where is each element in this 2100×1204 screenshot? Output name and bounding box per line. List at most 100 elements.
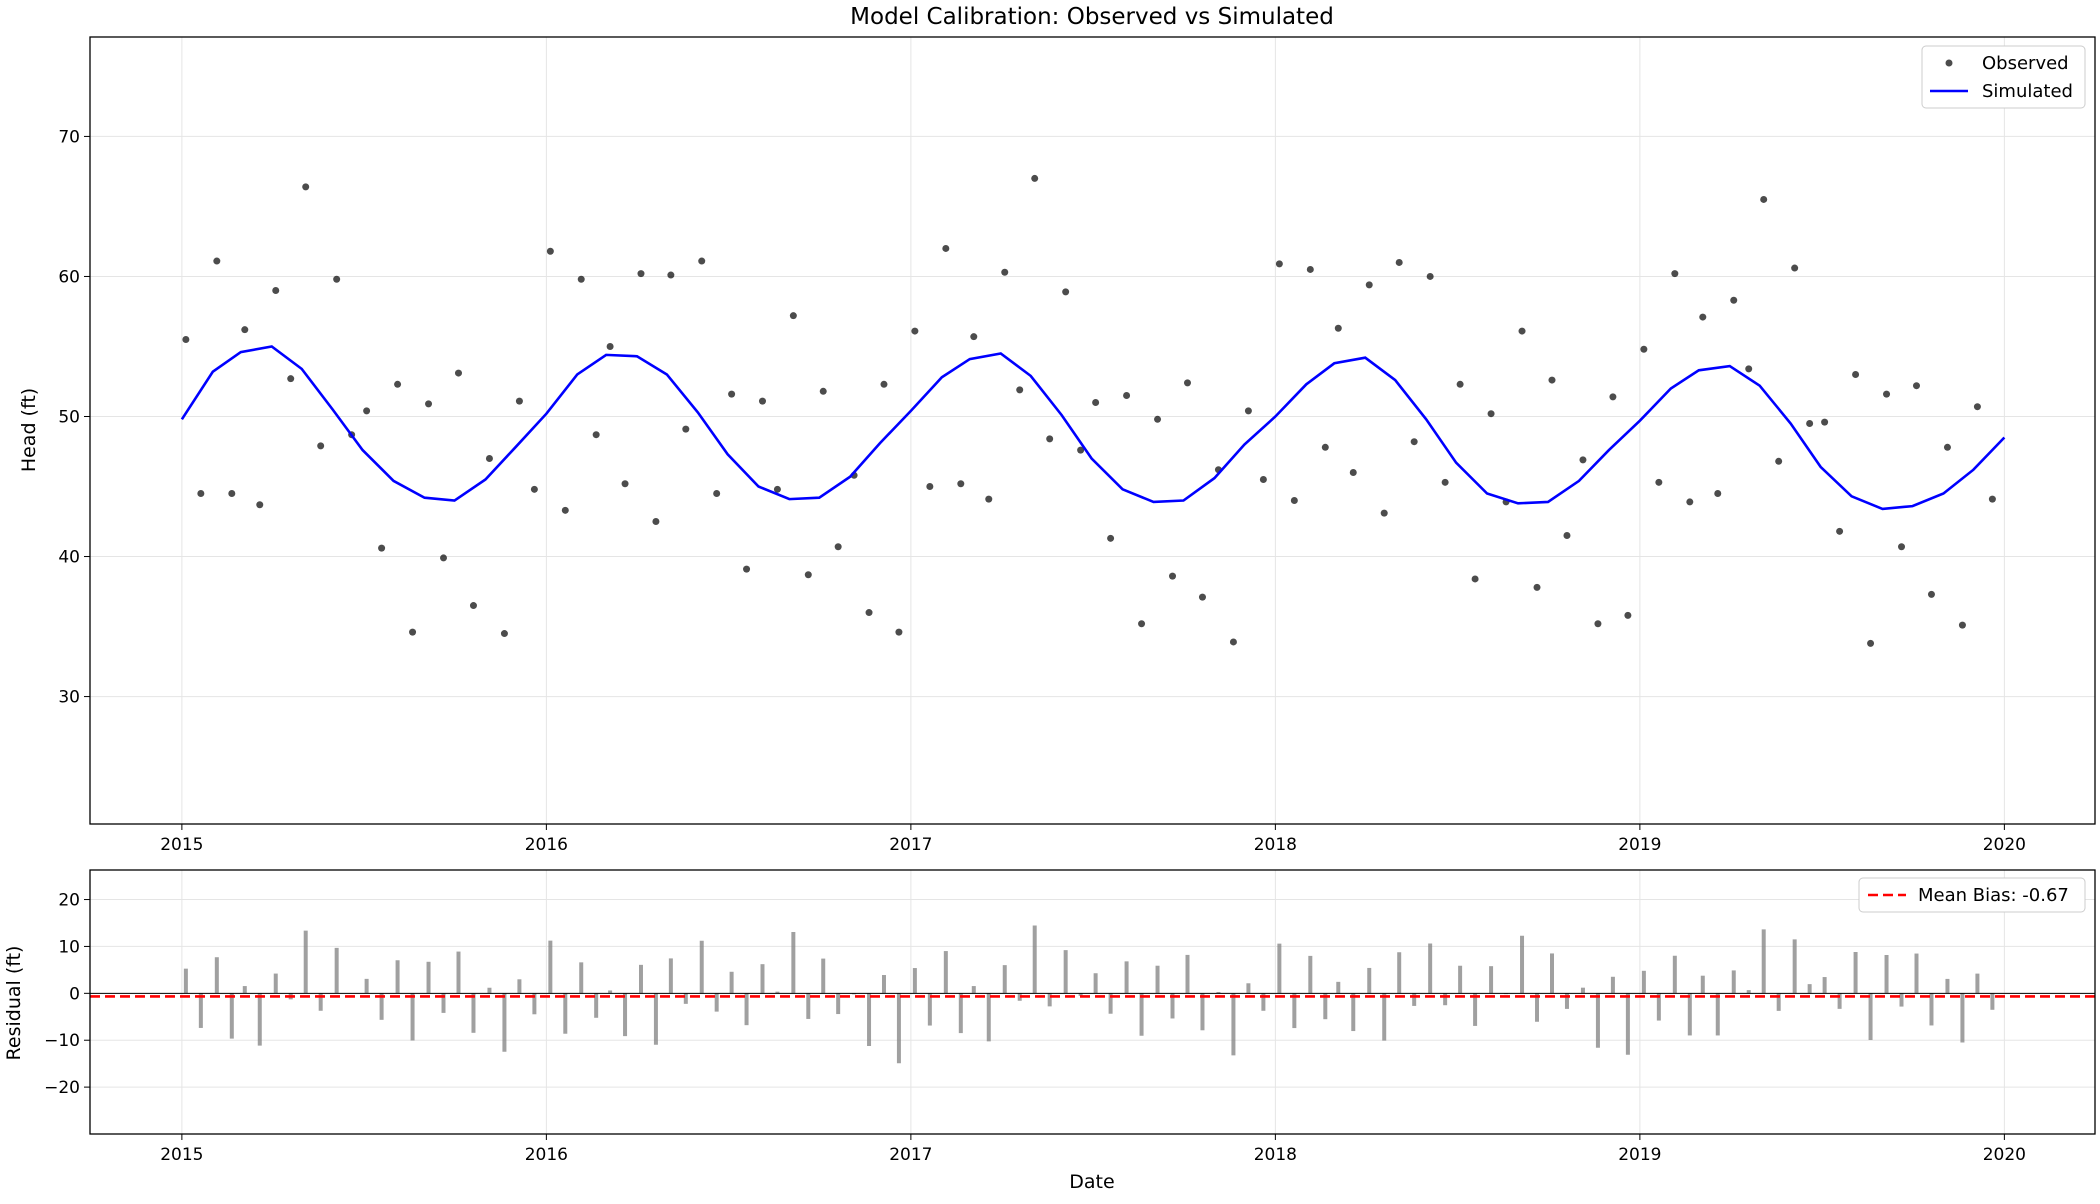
observed-point bbox=[1745, 365, 1753, 373]
head-xtick-label: 2018 bbox=[1254, 835, 1297, 855]
observed-point bbox=[530, 485, 538, 493]
head-xtick-label: 2016 bbox=[525, 835, 568, 855]
observed-point bbox=[1624, 611, 1632, 619]
observed-point bbox=[409, 628, 417, 636]
observed-point bbox=[1867, 639, 1875, 647]
head-ytick-label: 70 bbox=[58, 127, 80, 147]
observed-point bbox=[1579, 456, 1587, 464]
observed-point bbox=[1471, 575, 1479, 583]
observed-point bbox=[1138, 620, 1146, 628]
observed-point bbox=[1518, 327, 1526, 335]
observed-point bbox=[182, 335, 190, 343]
observed-point bbox=[1410, 438, 1418, 446]
observed-point bbox=[197, 490, 205, 498]
observed-point bbox=[789, 312, 797, 320]
observed-point bbox=[606, 342, 614, 350]
observed-point bbox=[773, 485, 781, 493]
observed-point bbox=[1154, 415, 1162, 423]
observed-point bbox=[682, 425, 690, 433]
observed-point bbox=[819, 387, 827, 395]
head-ytick-label: 30 bbox=[58, 688, 80, 708]
observed-point bbox=[394, 380, 402, 388]
observed-point bbox=[561, 506, 569, 514]
head-xtick-label: 2020 bbox=[1983, 835, 2026, 855]
observed-point bbox=[546, 247, 554, 255]
observed-point bbox=[758, 397, 766, 405]
observed-point bbox=[317, 442, 325, 450]
observed-point bbox=[1594, 620, 1602, 628]
observed-point bbox=[1198, 593, 1206, 601]
observed-point bbox=[500, 630, 508, 638]
observed-point bbox=[228, 490, 236, 498]
observed-point bbox=[1349, 469, 1357, 477]
observed-point bbox=[1686, 498, 1694, 506]
observed-point bbox=[592, 431, 600, 439]
observed-point bbox=[895, 628, 903, 636]
observed-point bbox=[1321, 443, 1329, 451]
observed-point bbox=[698, 257, 706, 265]
observed-point bbox=[1306, 265, 1314, 273]
observed-point bbox=[485, 455, 493, 463]
observed-point bbox=[985, 495, 993, 503]
observed-point bbox=[865, 609, 873, 617]
residual-xtick-label: 2018 bbox=[1254, 1145, 1297, 1165]
observed-point bbox=[1988, 495, 1996, 503]
observed-point bbox=[957, 480, 965, 488]
observed-point bbox=[1958, 621, 1966, 629]
observed-point bbox=[1229, 638, 1237, 646]
observed-point bbox=[1852, 370, 1860, 378]
observed-point bbox=[1563, 532, 1571, 540]
observed-point bbox=[287, 375, 295, 383]
chart-title: Model Calibration: Observed vs Simulated bbox=[850, 4, 1334, 30]
observed-point bbox=[1487, 410, 1495, 418]
observed-point bbox=[1077, 446, 1085, 454]
head-xtick-label: 2019 bbox=[1618, 835, 1661, 855]
simulated-line bbox=[180, 345, 2006, 511]
residual-legend: Mean Bias: -0.67 bbox=[1858, 877, 2086, 913]
residual-xlabel: Date bbox=[1069, 1171, 1114, 1193]
observed-point bbox=[652, 518, 660, 526]
observed-point bbox=[1244, 407, 1252, 415]
observed-point bbox=[621, 480, 629, 488]
observed-point bbox=[926, 483, 934, 491]
observed-point bbox=[1730, 296, 1738, 304]
observed-point bbox=[1001, 268, 1009, 276]
observed-point bbox=[1275, 260, 1283, 268]
observed-point bbox=[577, 275, 585, 283]
observed-point bbox=[363, 407, 371, 415]
observed-point bbox=[1973, 403, 1981, 411]
observed-point bbox=[1365, 281, 1373, 289]
residual-ytick-label: 20 bbox=[58, 891, 80, 911]
head-ytick-label: 40 bbox=[58, 548, 80, 568]
observed-point bbox=[213, 257, 221, 265]
observed-point bbox=[256, 501, 264, 509]
residual-xtick-label: 2016 bbox=[525, 1145, 568, 1165]
observed-point bbox=[1031, 174, 1039, 182]
observed-point bbox=[1609, 393, 1617, 401]
observed-point bbox=[911, 327, 919, 335]
observed-point bbox=[425, 400, 433, 408]
observed-point bbox=[728, 390, 736, 398]
legend-simulated-label: Simulated bbox=[1982, 81, 2073, 102]
observed-point bbox=[1395, 258, 1403, 266]
residual-ticks: 2015 2016 2017 2018 2019 2020 −20 −10 0 10 20 bbox=[44, 891, 2026, 1165]
observed-point bbox=[1290, 497, 1298, 505]
observed-point bbox=[834, 543, 842, 551]
residual-xtick-label: 2015 bbox=[160, 1145, 203, 1165]
observed-point bbox=[378, 544, 386, 552]
head-grid bbox=[90, 37, 2095, 824]
observed-point bbox=[1548, 376, 1556, 384]
head-axes: 2015 2016 2017 2018 2019 2020 30 40 50 60 70 Head … bbox=[18, 36, 2096, 855]
observed-point bbox=[1640, 345, 1648, 353]
observed-point bbox=[1426, 272, 1434, 280]
head-ytick-label: 60 bbox=[58, 267, 80, 287]
observed-point bbox=[1380, 509, 1388, 517]
observed-point bbox=[713, 490, 721, 498]
residual-ytick-label: −20 bbox=[44, 1078, 80, 1098]
observed-point bbox=[1092, 398, 1100, 406]
observed-point bbox=[743, 565, 751, 573]
residual-axes: 2015 2016 2017 2018 2019 2020 −20 −10 0 10 20 Resi… bbox=[3, 869, 2096, 1193]
observed-point bbox=[241, 326, 249, 334]
head-ticks: 2015 2016 2017 2018 2019 2020 30 40 50 60 70 bbox=[58, 127, 2026, 855]
